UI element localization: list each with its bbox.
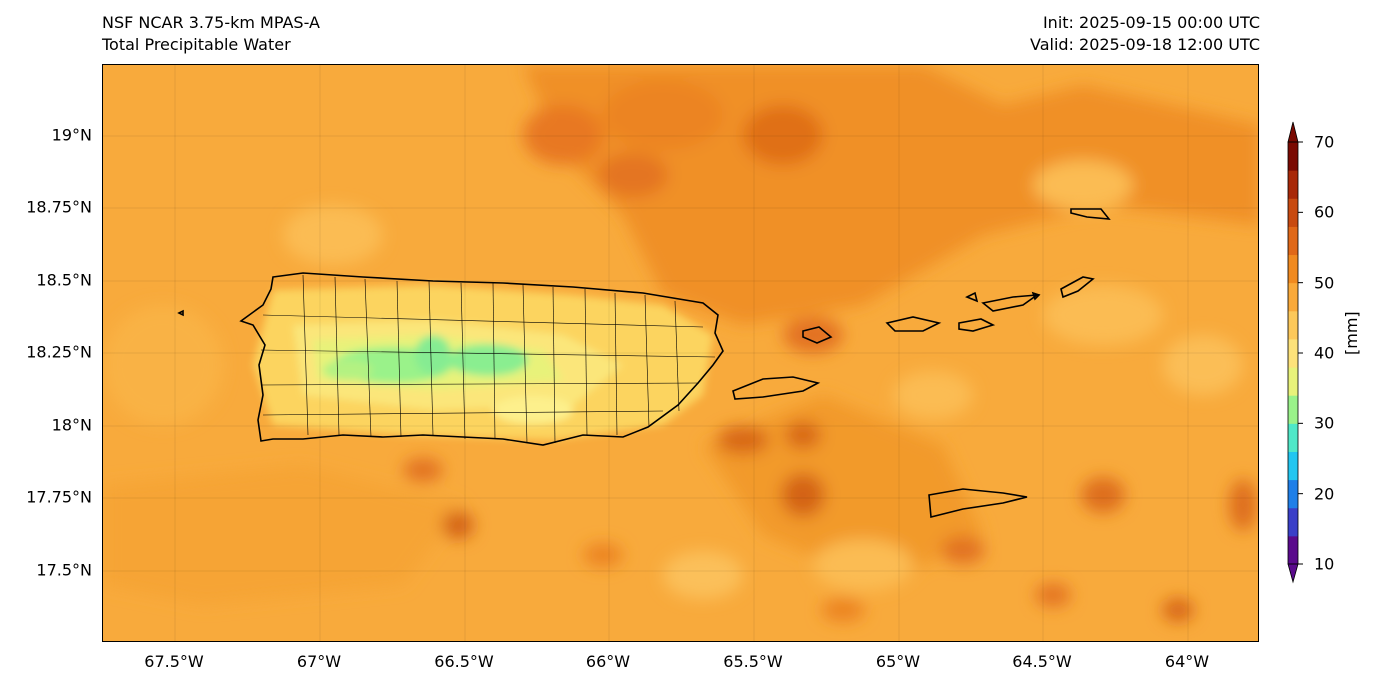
anegada-coast <box>1070 208 1111 220</box>
colorbar-max-extend <box>1287 121 1299 143</box>
st-croix-coast <box>928 488 1028 519</box>
field-title: Total Precipitable Water <box>102 35 291 54</box>
colorbar-tick-label: 10 <box>1314 554 1335 574</box>
colorbar-segment <box>1288 479 1298 509</box>
lon-label-66-5: 66.5°W <box>434 652 494 671</box>
colorbar-segment <box>1288 142 1298 171</box>
vieques-coast <box>732 376 821 400</box>
colorbar-segments <box>1288 142 1298 565</box>
field-contours <box>103 65 1258 622</box>
virgin-gorda-coast <box>1060 276 1095 299</box>
lon-label-64-5: 64.5°W <box>1012 652 1072 671</box>
init-time: Init: 2025-09-15 00:00 UTC <box>1042 13 1260 32</box>
colorbar-unit-label: [mm] <box>1342 311 1361 355</box>
colorbar-segment <box>1288 507 1298 537</box>
colorbar-segment <box>1288 451 1298 481</box>
lat-label-18: 18°N <box>51 415 92 435</box>
precipitable-water-map <box>103 65 1258 641</box>
colorbar-segment <box>1288 338 1298 368</box>
culebra-coast <box>802 326 833 344</box>
graticule <box>103 65 1258 641</box>
colorbar-segment <box>1288 367 1298 396</box>
valid-time: Valid: 2025-09-18 12:00 UTC <box>1029 35 1260 54</box>
colorbar-segment <box>1288 282 1298 312</box>
colorbar-tick-label: 50 <box>1314 273 1335 293</box>
municipal-boundaries <box>260 274 716 444</box>
lat-label-17-75: 17.75°N <box>26 487 92 507</box>
lon-label-65-5: 65.5°W <box>723 652 783 671</box>
lon-label-67-5: 67.5°W <box>144 652 204 671</box>
st-thomas-coast <box>885 316 942 332</box>
colorbar-segment <box>1288 423 1298 452</box>
colorbar-tick-label: 30 <box>1314 413 1335 433</box>
lat-label-17-5: 17.5°N <box>36 560 92 580</box>
st-john-coast <box>958 318 996 332</box>
colorbar-segment <box>1288 310 1298 340</box>
colorbar-segment <box>1288 254 1298 284</box>
colorbar-segment <box>1288 535 1298 565</box>
lon-label-64: 64°W <box>1164 652 1210 671</box>
puerto-rico-coast <box>239 272 724 446</box>
island-moisture-minimum <box>253 285 713 440</box>
colorbar-segment <box>1288 170 1298 199</box>
lat-label-19: 19°N <box>51 125 92 145</box>
colorbar-tick-marks <box>1298 141 1303 565</box>
title-right: Init: 2025-09-15 00:00 UTC Valid: 2025-0… <box>1030 12 1260 56</box>
colorbar-tick-label: 70 <box>1314 132 1335 152</box>
lat-label-18-25: 18.25°N <box>26 342 92 362</box>
lat-label-18-75: 18.75°N <box>26 197 92 217</box>
lon-label-66: 66°W <box>585 652 631 671</box>
lon-label-65: 65°W <box>875 652 921 671</box>
map-panel <box>102 64 1259 642</box>
colorbar-segment <box>1288 226 1298 256</box>
coastlines <box>177 208 1111 519</box>
lon-label-67: 67°W <box>296 652 342 671</box>
colorbar-segment <box>1288 395 1298 424</box>
title-left: NSF NCAR 3.75-km MPAS-A Total Precipitab… <box>102 12 320 56</box>
model-title: NSF NCAR 3.75-km MPAS-A <box>102 13 320 32</box>
tortola-coast <box>981 293 1040 312</box>
colorbar-tick-label: 40 <box>1314 343 1335 363</box>
colorbar-min-extend <box>1287 563 1299 584</box>
colorbar <box>1287 121 1303 584</box>
colorbar-segment <box>1288 198 1298 227</box>
colorbar-tick-label: 60 <box>1314 202 1335 222</box>
colorbar-tick-label: 20 <box>1314 484 1335 504</box>
lat-label-18-5: 18.5°N <box>36 270 92 290</box>
